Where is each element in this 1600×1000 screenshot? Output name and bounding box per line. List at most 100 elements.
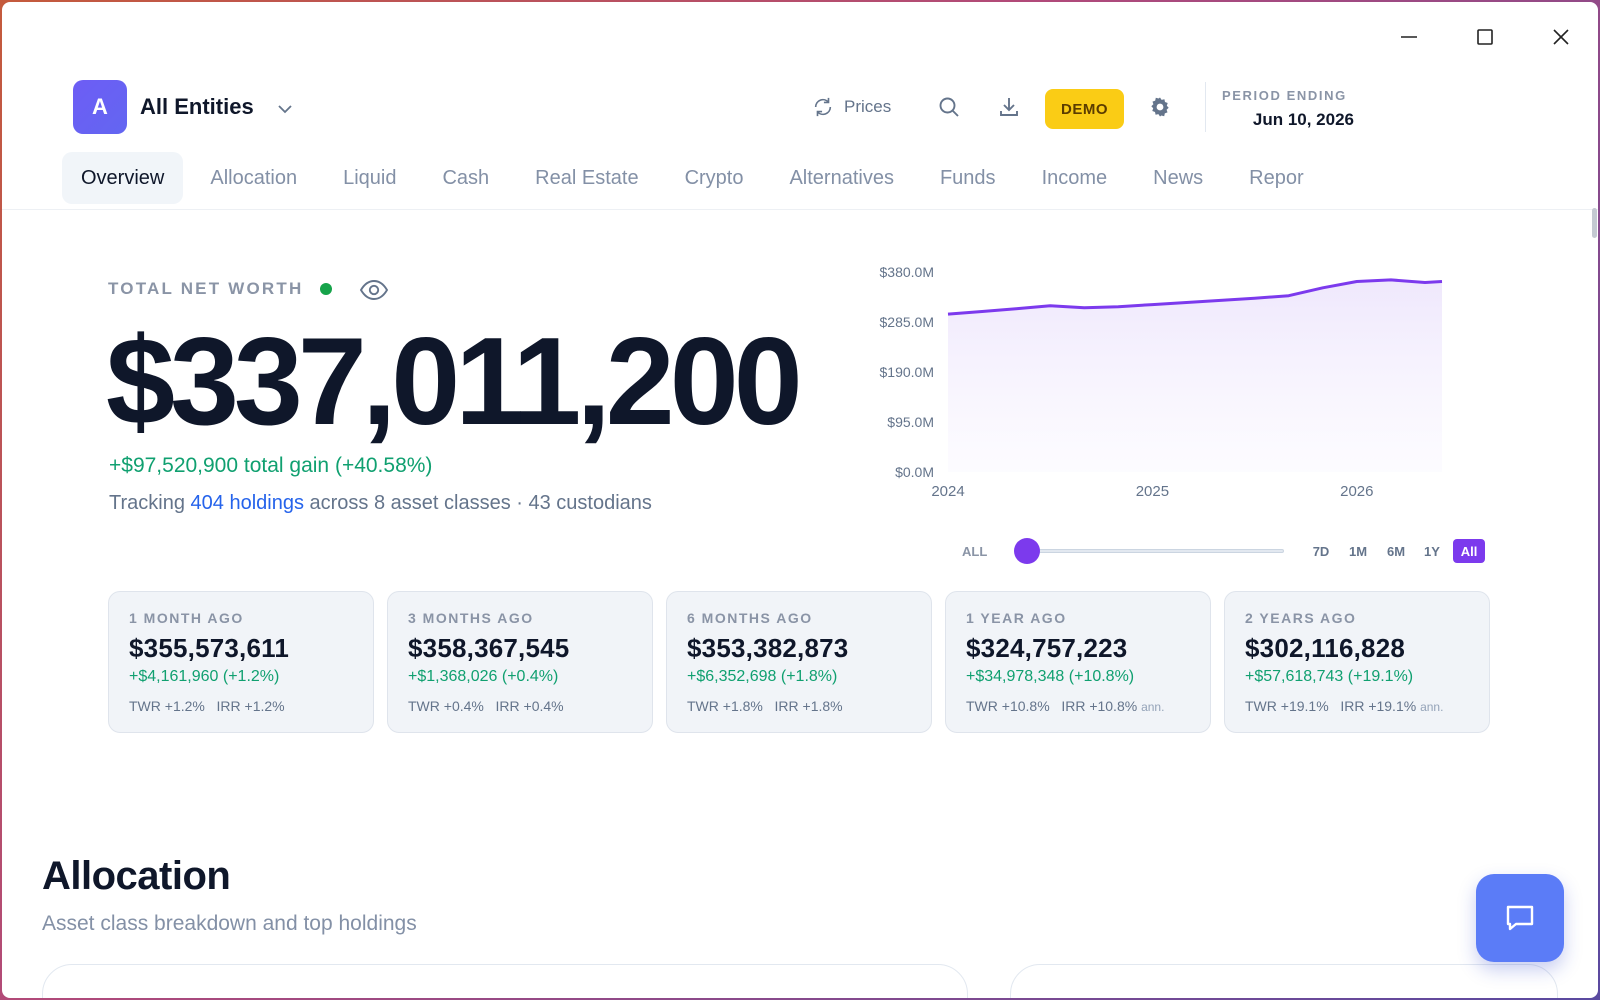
tab-news[interactable]: News xyxy=(1153,166,1204,189)
refresh-icon xyxy=(814,97,832,117)
header-divider xyxy=(1205,82,1206,132)
chart-series-line xyxy=(947,278,1443,316)
search-button[interactable] xyxy=(934,92,964,122)
card-ann: ann. xyxy=(1141,700,1165,714)
demo-badge[interactable]: DEMO xyxy=(1045,89,1124,129)
net-worth-chart: $380.0M $285.0M $190.0M $95.0M $0.0M 2024 2025… xyxy=(880,264,1443,500)
tab-alternatives[interactable]: Alternatives xyxy=(789,166,894,189)
card-ann: ann. xyxy=(1420,700,1444,714)
card-metrics: TWR +10.8% IRR +10.8% ann. xyxy=(966,698,1190,714)
x-tick-label: 2024 xyxy=(931,483,964,500)
tracking-prefix: Tracking xyxy=(109,492,191,514)
scrollbar-thumb[interactable] xyxy=(1592,208,1597,238)
period-label: PERIOD ENDING xyxy=(1222,88,1347,103)
range-all-button[interactable]: All xyxy=(1453,539,1485,563)
chat-icon xyxy=(1506,905,1534,931)
card-value: $355,573,611 xyxy=(129,633,290,663)
tab-cash[interactable]: Cash xyxy=(442,166,490,189)
card-metrics: TWR +19.1% IRR +19.1% ann. xyxy=(1245,698,1469,714)
x-tick-label: 2025 xyxy=(1136,483,1169,500)
close-button[interactable] xyxy=(1541,20,1581,54)
tab-income[interactable]: Income xyxy=(1041,166,1108,189)
range-all-label: ALL xyxy=(962,544,988,559)
card-irr: IRR +0.4% xyxy=(495,698,564,714)
card-change: +$57,618,743 (+19.1%) xyxy=(1245,668,1414,685)
tab-funds[interactable]: Funds xyxy=(939,166,996,189)
allocation-title: Allocation xyxy=(42,854,231,898)
tab-crypto[interactable]: Crypto xyxy=(684,166,744,189)
minimize-icon xyxy=(1401,36,1417,38)
gear-icon xyxy=(1151,97,1169,117)
range-1y-button[interactable]: 1Y xyxy=(1424,543,1440,559)
card-metrics: TWR +1.8% IRR +1.8% xyxy=(687,698,911,714)
history-card-2y[interactable]: 2 YEARS AGO $302,116,828 +$57,618,743 (+… xyxy=(1224,591,1490,733)
card-irr: IRR +1.2% xyxy=(216,698,285,714)
y-tick-label: $0.0M xyxy=(895,464,934,480)
card-irr: IRR +19.1% xyxy=(1340,698,1417,714)
card-change: +$34,978,348 (+10.8%) xyxy=(966,668,1135,685)
chevron-down-icon xyxy=(278,105,292,114)
range-slider-thumb[interactable] xyxy=(1014,538,1040,564)
history-cards: 1 MONTH AGO $355,573,611 +$4,161,960 (+1… xyxy=(108,591,1490,733)
close-icon xyxy=(1553,29,1569,45)
card-irr: IRR +1.8% xyxy=(774,698,843,714)
card-label: 2 YEARS AGO xyxy=(1245,610,1357,626)
card-value: $353,382,873 xyxy=(687,633,849,663)
card-label: 3 MONTHS AGO xyxy=(408,610,534,626)
entity-avatar[interactable]: A xyxy=(73,80,127,134)
chart-area xyxy=(948,279,1442,472)
tab-real-estate[interactable]: Real Estate xyxy=(535,166,639,189)
history-card-1y[interactable]: 1 YEAR AGO $324,757,223 +$34,978,348 (+1… xyxy=(945,591,1211,733)
card-change: +$1,368,026 (+0.4%) xyxy=(408,668,559,685)
period-date[interactable]: Jun 10, 2026 xyxy=(1252,110,1354,129)
search-icon xyxy=(939,97,959,117)
prices-button[interactable]: Prices xyxy=(812,92,891,122)
download-icon xyxy=(1000,98,1018,116)
card-label: 6 MONTHS AGO xyxy=(687,610,813,626)
download-button[interactable] xyxy=(994,92,1024,122)
tab-allocation[interactable]: Allocation xyxy=(210,166,298,189)
card-twr: TWR +1.2% xyxy=(129,698,205,714)
history-card-1m[interactable]: 1 MONTH AGO $355,573,611 +$4,161,960 (+1… xyxy=(108,591,374,733)
tab-overview[interactable]: Overview xyxy=(62,152,184,204)
maximize-button[interactable] xyxy=(1465,20,1505,54)
card-change: +$4,161,960 (+1.2%) xyxy=(129,668,280,685)
history-card-6m[interactable]: 6 MONTHS AGO $353,382,873 +$6,352,698 (+… xyxy=(666,591,932,733)
holdings-link[interactable]: 404 holdings xyxy=(190,492,304,514)
maximize-icon xyxy=(1477,29,1493,45)
main-tabs: Overview Allocation Liquid Cash Real Est… xyxy=(62,152,1362,204)
entity-dropdown-button[interactable] xyxy=(274,98,296,120)
history-card-3m[interactable]: 3 MONTHS AGO $358,367,545 +$1,368,026 (+… xyxy=(387,591,653,733)
range-6m-button[interactable]: 6M xyxy=(1386,543,1406,559)
range-slider-track[interactable] xyxy=(1026,549,1284,553)
card-twr: TWR +19.1% xyxy=(1245,698,1329,714)
y-tick-label: $285.0M xyxy=(880,314,934,330)
tab-reports[interactable]: Repor xyxy=(1249,166,1304,189)
live-status-dot xyxy=(320,283,332,295)
card-metrics: TWR +0.4% IRR +0.4% xyxy=(408,698,632,714)
card-metrics: TWR +1.2% IRR +1.2% xyxy=(129,698,353,714)
minimize-button[interactable] xyxy=(1389,20,1429,54)
card-value: $358,367,545 xyxy=(408,633,570,663)
allocation-panel-left xyxy=(42,964,968,998)
tab-liquid[interactable]: Liquid xyxy=(343,166,397,189)
eye-icon xyxy=(359,280,389,300)
entity-selector-label[interactable]: All Entities xyxy=(140,94,254,119)
settings-button[interactable] xyxy=(1145,92,1175,122)
range-1m-button[interactable]: 1M xyxy=(1348,543,1368,559)
card-value: $324,757,223 xyxy=(966,633,1128,663)
allocation-subtitle: Asset class breakdown and top holdings xyxy=(42,912,417,935)
card-label: 1 MONTH AGO xyxy=(129,610,244,626)
toggle-visibility-button[interactable] xyxy=(358,274,390,306)
card-label: 1 YEAR AGO xyxy=(966,610,1067,626)
card-change: +$6,352,698 (+1.8%) xyxy=(687,668,838,685)
card-value: $302,116,828 xyxy=(1245,633,1406,663)
range-7d-button[interactable]: 7D xyxy=(1312,543,1330,559)
y-tick-label: $380.0M xyxy=(880,264,934,280)
card-irr: IRR +10.8% xyxy=(1061,698,1138,714)
allocation-panel-right xyxy=(1010,964,1558,998)
card-twr: TWR +0.4% xyxy=(408,698,484,714)
y-tick-label: $95.0M xyxy=(887,414,934,430)
chat-button[interactable] xyxy=(1476,874,1564,962)
